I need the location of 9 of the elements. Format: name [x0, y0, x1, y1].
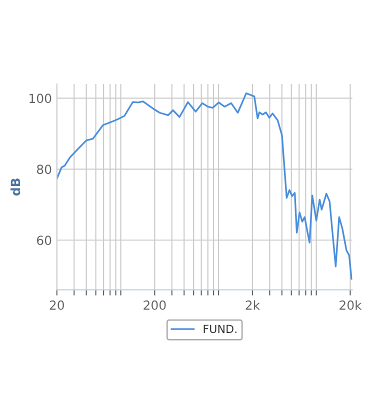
y-tick-label: 80	[36, 164, 52, 174]
x-tick-label: 2k	[246, 300, 260, 310]
y-axis-title: dB	[10, 178, 20, 196]
y-tick-label: 60	[36, 236, 52, 246]
x-tick-label: 20	[50, 300, 64, 310]
y-tick-label: 100	[30, 94, 52, 104]
x-tick-label: 200	[144, 300, 166, 310]
x-tick-label: 20k	[340, 300, 362, 310]
legend-label: FUND.	[204, 324, 236, 334]
